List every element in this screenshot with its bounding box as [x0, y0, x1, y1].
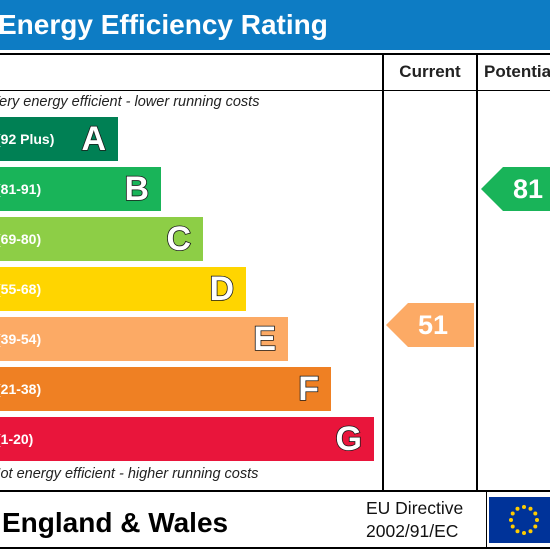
frame-potential-divider: [476, 53, 478, 492]
band-letter-label: C: [166, 219, 192, 259]
band-d: (55-68) D: [0, 267, 246, 311]
note-very-efficient: Very energy efficient - lower running co…: [0, 94, 260, 110]
band-range-label: (55-68): [0, 281, 42, 297]
eu-stars-icon: [509, 505, 539, 535]
band-range-label: (81-91): [0, 181, 42, 197]
note-not-efficient: Not energy efficient - higher running co…: [0, 466, 259, 482]
band-a: (92 Plus) A: [0, 117, 118, 161]
eu-flag-icon: [489, 497, 550, 543]
band-c: (69-80) C: [0, 217, 203, 261]
frame-header-line: [0, 90, 550, 91]
band-b: (81-91) B: [0, 167, 161, 211]
footer-directive: EU Directive 2002/91/EC: [366, 497, 486, 543]
band-e: (39-54) E: [0, 317, 288, 361]
band-letter-label: F: [297, 369, 319, 409]
band-g: (1-20) G: [0, 417, 374, 461]
band-letter-label: B: [124, 169, 150, 209]
frame-bottom-line: [0, 490, 550, 492]
footer-country: England & Wales: [2, 507, 229, 538]
potential-rating-value: 81: [513, 174, 544, 204]
band-letter-label: D: [209, 269, 235, 309]
column-header-potential: Potential: [484, 62, 550, 81]
column-header-current: Current: [399, 62, 461, 81]
band-range-label: (92 Plus): [0, 131, 55, 147]
frame-footer-line: [0, 547, 550, 549]
band-range-label: (21-38): [0, 381, 42, 397]
chart-title: Energy Efficiency Rating: [0, 9, 328, 40]
band-letter-label: G: [335, 419, 363, 459]
band-f: (21-38) F: [0, 367, 331, 411]
band-range-label: (69-80): [0, 231, 42, 247]
frame-top-line: [0, 53, 550, 55]
band-range-label: (39-54): [0, 331, 42, 347]
current-rating-value: 51: [418, 310, 449, 340]
frame-current-divider: [382, 53, 384, 492]
frame-footer-divider: [486, 492, 487, 548]
band-range-label: (1-20): [0, 431, 34, 447]
current-rating-arrow: 51: [386, 303, 474, 347]
chart-title-bar: Energy Efficiency Rating: [0, 0, 550, 50]
band-letter-label: E: [253, 319, 277, 359]
band-letter-label: A: [81, 119, 107, 159]
directive-line-1: EU Directive: [366, 498, 464, 518]
directive-line-2: 2002/91/EC: [366, 521, 459, 541]
potential-rating-arrow: 81: [481, 167, 550, 211]
